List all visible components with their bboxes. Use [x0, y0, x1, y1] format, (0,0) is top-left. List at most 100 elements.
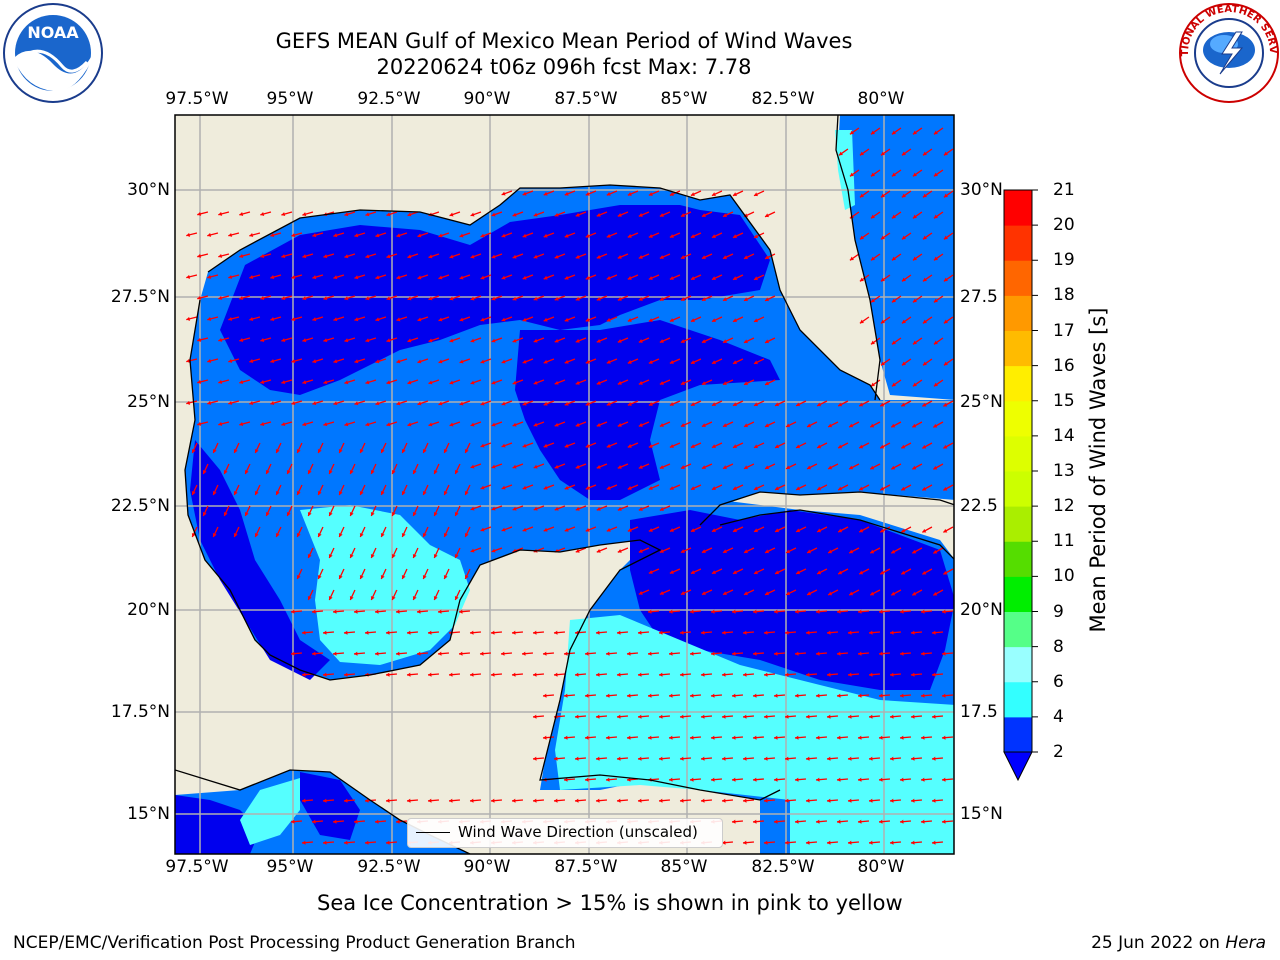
wind-wave-arrowhead [899, 777, 904, 782]
wind-wave-arrowhead [428, 338, 433, 343]
wind-wave-arrowhead [722, 381, 727, 386]
wind-wave-arrowhead [933, 256, 938, 261]
wind-wave-arrowhead [857, 693, 862, 698]
wind-wave-arrowhead [638, 213, 643, 217]
wind-wave-arrowhead [648, 486, 653, 490]
colorbar-label: Mean Period of Wind Waves [s] [1086, 307, 1110, 633]
wind-wave-arrowhead [470, 380, 475, 385]
wind-wave-arrowhead [910, 756, 915, 761]
wind-wave-arrowhead [218, 421, 223, 426]
campeche-region [300, 505, 470, 665]
wind-wave-arrowhead [775, 444, 780, 449]
wind-wave-arrowhead [428, 254, 433, 259]
wind-wave-arrowhead [260, 422, 265, 427]
wind-wave-arrowhead [838, 151, 843, 156]
wind-wave-arrowhead [595, 672, 600, 677]
wind-wave-arrowhead [931, 630, 936, 635]
wind-wave-arrowhead [595, 714, 600, 719]
wind-wave-arrowhead [796, 528, 801, 533]
wind-wave-arrowhead [910, 672, 915, 677]
wind-wave-arrowhead [765, 423, 770, 428]
wind-wave-arrowhead [743, 339, 748, 344]
wind-wave-arrowhead [391, 469, 396, 474]
noaa-logo: NOAA [3, 3, 103, 103]
wind-wave-arrowhead [838, 402, 843, 407]
wind-wave-arrowhead [710, 609, 715, 614]
wind-wave-arrowhead [901, 277, 906, 282]
wind-wave-arrowhead [743, 549, 748, 554]
wind-wave-arrowhead [880, 151, 885, 156]
wind-wave-arrowhead [941, 609, 946, 614]
wind-wave-arrowhead [512, 254, 517, 259]
wind-wave-arrowhead [365, 338, 370, 343]
wind-wave-arrowhead [870, 591, 875, 596]
sea-ice-caption: Sea Ice Concentration > 15% is shown in … [317, 891, 903, 915]
wind-wave-arrowhead [743, 255, 748, 260]
wind-wave-arrowhead [543, 275, 548, 280]
coastline-florida [835, 115, 881, 401]
y-tick-label: 15°N [960, 804, 1003, 824]
wind-wave-arrowhead [763, 630, 768, 635]
wind-wave-arrowhead [275, 532, 280, 537]
wind-wave-arrowhead [317, 532, 322, 537]
wind-wave-arrowhead [239, 295, 244, 300]
wind-wave-arrowhead [943, 528, 948, 533]
wind-wave-arrowhead [617, 549, 622, 553]
wind-wave-arrowhead [380, 490, 385, 495]
wind-wave-arrowhead [575, 254, 580, 259]
wind-wave-arrowhead [239, 421, 244, 426]
wind-wave-arrowhead [479, 651, 484, 656]
wind-wave-arrowhead [742, 756, 747, 761]
wind-wave-arrowhead [412, 595, 417, 600]
wind-wave-arrowhead [249, 274, 254, 279]
wind-wave-arrowhead [454, 553, 459, 558]
wind-wave-arrowhead [920, 651, 925, 656]
wind-wave-arrowhead [637, 630, 642, 635]
wind-wave-arrowhead [891, 256, 896, 261]
y-tick-label: 20°N [127, 600, 170, 620]
wind-wave-arrowhead [197, 379, 202, 384]
colorbar-band [1004, 611, 1032, 648]
wind-wave-arrowhead [312, 359, 317, 364]
wind-wave-arrowhead [847, 756, 852, 761]
wind-wave-arrowhead [328, 469, 333, 474]
wind-wave-arrowhead [807, 591, 812, 596]
wind-wave-arrowhead [901, 402, 906, 407]
wind-wave-arrowhead [878, 651, 883, 656]
wind-wave-arrowhead [763, 798, 768, 803]
wind-wave-arrowhead [711, 276, 716, 281]
wind-wave-arrowhead [912, 465, 917, 470]
wind-wave-arrowhead [815, 735, 820, 740]
wind-wave-arrowhead [296, 448, 301, 453]
wind-wave-arrowhead [838, 570, 843, 575]
wind-wave-arrowhead [333, 401, 338, 406]
wind-wave-arrowhead [721, 630, 726, 635]
wind-wave-arrowhead [765, 255, 770, 260]
wind-wave-arrowhead [359, 448, 364, 453]
wind-wave-arrowhead [575, 380, 580, 385]
wind-wave-arrowhead [605, 693, 610, 698]
wind-wave-arrowhead [212, 448, 217, 453]
wind-wave-arrowhead [491, 296, 496, 301]
wind-wave-arrowhead [669, 444, 674, 448]
wind-wave-arrowhead [870, 298, 875, 303]
wind-wave-arrowhead [511, 672, 516, 677]
wind-wave-arrowhead [470, 422, 475, 427]
wind-wave-arrowhead [668, 777, 673, 782]
wind-wave-arrowhead [490, 798, 495, 803]
wind-wave-arrowhead [627, 276, 632, 280]
wind-wave-arrowhead [422, 490, 427, 495]
wind-wave-arrowhead [910, 840, 915, 845]
wind-wave-arrowhead [416, 651, 421, 656]
wind-wave-arrowhead [554, 338, 559, 343]
wind-wave-arrowhead [763, 714, 768, 719]
wind-wave-arrowhead [943, 570, 948, 575]
wind-wave-arrowhead [291, 275, 296, 280]
x-tick-label: 82.5°W [751, 89, 815, 109]
wind-wave-arrowhead [459, 275, 464, 280]
colorbar-band [1004, 330, 1032, 367]
pacific-low-period-region [175, 795, 260, 854]
wind-wave-arrowhead [690, 276, 695, 280]
wind-wave-arrowhead [239, 253, 244, 258]
wind-wave-arrowhead [595, 756, 600, 761]
